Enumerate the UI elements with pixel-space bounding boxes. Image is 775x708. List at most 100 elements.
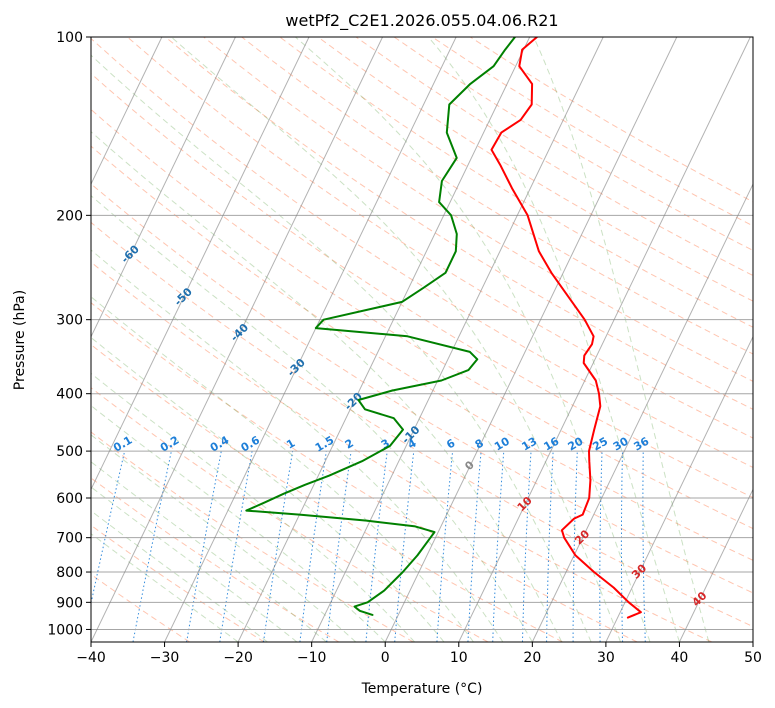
dry-adiabat [91, 145, 753, 561]
moist-adiabat [170, 37, 622, 642]
x-tick-label: −30 [150, 650, 180, 666]
isotherm-label: 0 [462, 458, 477, 473]
y-tick-label: 1000 [47, 622, 83, 638]
dry-adiabat [91, 431, 414, 642]
mixing-ratio-line [599, 451, 603, 642]
dry-adiabat [91, 477, 340, 642]
y-tick-label: 400 [56, 387, 83, 403]
moist-adiabat [91, 249, 504, 642]
y-axis-label: Pressure (hPa) [12, 290, 28, 390]
isotherm-label: -50 [172, 285, 195, 308]
isotherm-gridline [605, 335, 753, 642]
y-tick-label: 500 [56, 444, 83, 460]
axes: −40 −30 −20 −10 0 10 20 30 40 5010020030040050060… [47, 30, 762, 666]
mixing-ratio-line [572, 451, 578, 642]
dry-adiabat [91, 183, 753, 594]
mixing-ratio-line [326, 451, 352, 642]
moist-adiabat [91, 336, 445, 642]
y-tick-label: 200 [56, 208, 83, 224]
isotherm-label: 30 [629, 561, 649, 581]
mixing-ratio-label: 6 [444, 436, 457, 451]
isotherm-gridline [237, 37, 531, 642]
dry-adiabat [279, 37, 753, 328]
isotherm-gridline [384, 37, 678, 642]
moist-adiabat [91, 195, 533, 642]
y-tick-label: 700 [56, 531, 83, 547]
mixing-ratio-line [546, 451, 554, 642]
isotherm-gridline [458, 37, 751, 642]
chart-title: wetPf2_C2E1.2026.055.04.06.R21 [285, 11, 558, 31]
mixing-ratio-line [467, 451, 482, 642]
isotherm-gridline [531, 182, 753, 642]
moist-adiabat [91, 372, 415, 642]
isotherm-gridline [91, 37, 236, 338]
moist-adiabat [91, 296, 474, 642]
isotherm-gridline [678, 488, 753, 642]
dry-adiabat [91, 573, 190, 642]
x-tick-label: 50 [744, 650, 762, 666]
dry-adiabat [203, 37, 753, 382]
moist-adiabat [295, 37, 651, 642]
y-tick-label: 600 [56, 491, 83, 507]
x-tick-label: 0 [381, 650, 390, 666]
isotherm-label: -40 [228, 321, 251, 344]
mixing-ratio-line [642, 451, 646, 642]
dry-adiabat [91, 524, 265, 642]
isotherm-label: -80 [24, 134, 47, 157]
mixing-ratio-line [91, 450, 126, 606]
x-tick-label: 10 [450, 650, 468, 666]
x-tick-label: 20 [523, 650, 541, 666]
mixing-ratio-line [263, 451, 294, 642]
plot-frame [90, 36, 754, 643]
mixing-ratio-label: 2 [343, 437, 356, 452]
isotherm-gridline [752, 640, 753, 642]
dry-adiabat [91, 261, 713, 642]
mixing-ratio-line [299, 451, 327, 642]
moist-adiabat [91, 461, 327, 642]
x-tick-label: −20 [223, 650, 253, 666]
dry-adiabat [470, 37, 753, 203]
x-tick-label: −10 [297, 650, 327, 666]
isotherm-label: 10 [515, 494, 535, 514]
isotherm-label: -10 [399, 423, 422, 446]
moist-adiabat [91, 510, 268, 642]
mixing-ratio-line [492, 451, 505, 642]
isotherm-gridline [91, 37, 163, 186]
dry-adiabat [91, 302, 638, 642]
isotherm-label: -60 [119, 242, 142, 265]
dry-adiabat [317, 37, 753, 302]
y-tick-label: 300 [56, 313, 83, 329]
moist-adiabat [91, 533, 239, 642]
isotherm-gridline [91, 37, 310, 491]
moist-adiabat [91, 486, 298, 642]
isotherm-gridline [311, 37, 604, 642]
isotherm-label: -30 [285, 356, 308, 379]
moist-adiabat [91, 434, 357, 642]
mixing-ratio-line [219, 451, 253, 642]
isotherm-gridline [91, 37, 384, 642]
dry-adiabat [91, 343, 563, 642]
moist-adiabat [91, 54, 592, 642]
mixing-ratio-line [620, 451, 624, 642]
dry-adiabat [91, 108, 753, 530]
x-tick-label: −40 [76, 650, 106, 666]
x-tick-label: 30 [597, 650, 615, 666]
moist-adiabat [533, 37, 710, 642]
dry-adiabat [393, 37, 753, 252]
dry-adiabat [91, 387, 489, 642]
y-tick-label: 800 [56, 565, 83, 581]
dry-adiabat [91, 221, 753, 628]
isotherm-gridline [164, 37, 457, 642]
x-axis-label: Temperature (°C) [361, 681, 483, 697]
isotherm-label: 40 [690, 589, 710, 609]
y-tick-label: 900 [56, 595, 83, 611]
moist-adiabat [428, 37, 680, 642]
moist-adiabat [91, 404, 386, 642]
dewpoint-line [245, 37, 516, 616]
mixing-ratio-line [436, 451, 454, 642]
mixing-ratio-line [365, 451, 388, 642]
mixing-ratio-line [394, 451, 415, 642]
dry-adiabat [165, 37, 753, 410]
temperature-line [490, 37, 642, 619]
